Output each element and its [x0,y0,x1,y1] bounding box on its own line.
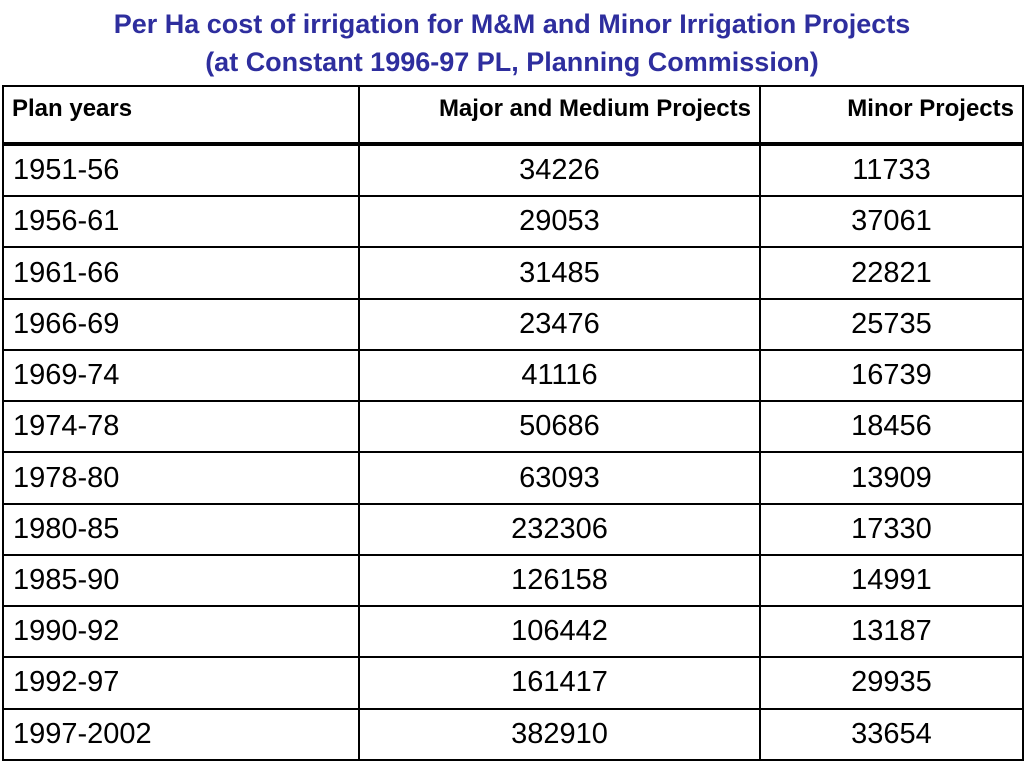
header-minor: Minor Projects [759,85,1024,145]
table-header-row: Plan years Major and Medium Projects Min… [2,85,1024,145]
table-row: 1961-66 31485 22821 [2,246,1024,300]
cell-major-medium: 50686 [358,400,761,454]
cell-minor: 25735 [759,297,1024,351]
cell-plan-year: 1985-90 [2,553,360,608]
cell-plan-year: 1978-80 [2,451,360,505]
cell-minor: 29935 [759,656,1024,710]
cell-major-medium: 382910 [358,707,761,762]
title-line-1: Per Ha cost of irrigation for M&M and Mi… [113,9,911,39]
table-row: 1985-90 126158 14991 [2,553,1024,608]
cell-plan-year: 1961-66 [2,246,360,300]
page-title: Per Ha cost of irrigation for M&M and Mi… [0,5,1024,81]
cell-major-medium: 63093 [358,451,761,505]
cell-major-medium: 161417 [358,656,761,710]
cell-plan-year: 1969-74 [2,348,360,403]
cell-minor: 11733 [759,141,1024,198]
table-row: 1951-56 34226 11733 [2,141,1024,198]
table-row: 1956-61 29053 37061 [2,195,1024,249]
table-row: 1990-92 106442 13187 [2,605,1024,659]
cell-minor: 18456 [759,400,1024,454]
table-row: 1966-69 23476 25735 [2,297,1024,351]
cell-major-medium: 41116 [358,348,761,403]
cell-minor: 22821 [759,246,1024,300]
table-row: 1997-2002 382910 33654 [2,707,1024,762]
cell-major-medium: 126158 [358,553,761,608]
cell-plan-year: 1980-85 [2,502,360,556]
cell-major-medium: 106442 [358,605,761,659]
table-row: 1969-74 41116 16739 [2,348,1024,403]
cell-plan-year: 1956-61 [2,195,360,249]
cell-major-medium: 29053 [358,195,761,249]
cell-plan-year: 1951-56 [2,141,360,198]
cell-plan-year: 1997-2002 [2,707,360,762]
cell-minor: 37061 [759,195,1024,249]
cell-major-medium: 232306 [358,502,761,556]
cell-minor: 13187 [759,605,1024,659]
cell-plan-year: 1966-69 [2,297,360,351]
cell-major-medium: 31485 [358,246,761,300]
table-row: 1974-78 50686 18456 [2,400,1024,454]
cell-minor: 13909 [759,451,1024,505]
cell-plan-year: 1992-97 [2,656,360,710]
cell-major-medium: 34226 [358,141,761,198]
cell-minor: 14991 [759,553,1024,608]
title-line-2: (at Constant 1996-97 PL, Planning Commis… [205,47,819,77]
table-row: 1992-97 161417 29935 [2,656,1024,710]
cell-plan-year: 1974-78 [2,400,360,454]
table-row: 1980-85 232306 17330 [2,502,1024,556]
cell-major-medium: 23476 [358,297,761,351]
cell-minor: 33654 [759,707,1024,762]
header-major-medium: Major and Medium Projects [358,85,761,145]
header-plan-years: Plan years [2,85,360,145]
cell-minor: 16739 [759,348,1024,403]
cost-table: Plan years Major and Medium Projects Min… [2,85,1024,762]
cell-plan-year: 1990-92 [2,605,360,659]
table-row: 1978-80 63093 13909 [2,451,1024,505]
cell-minor: 17330 [759,502,1024,556]
